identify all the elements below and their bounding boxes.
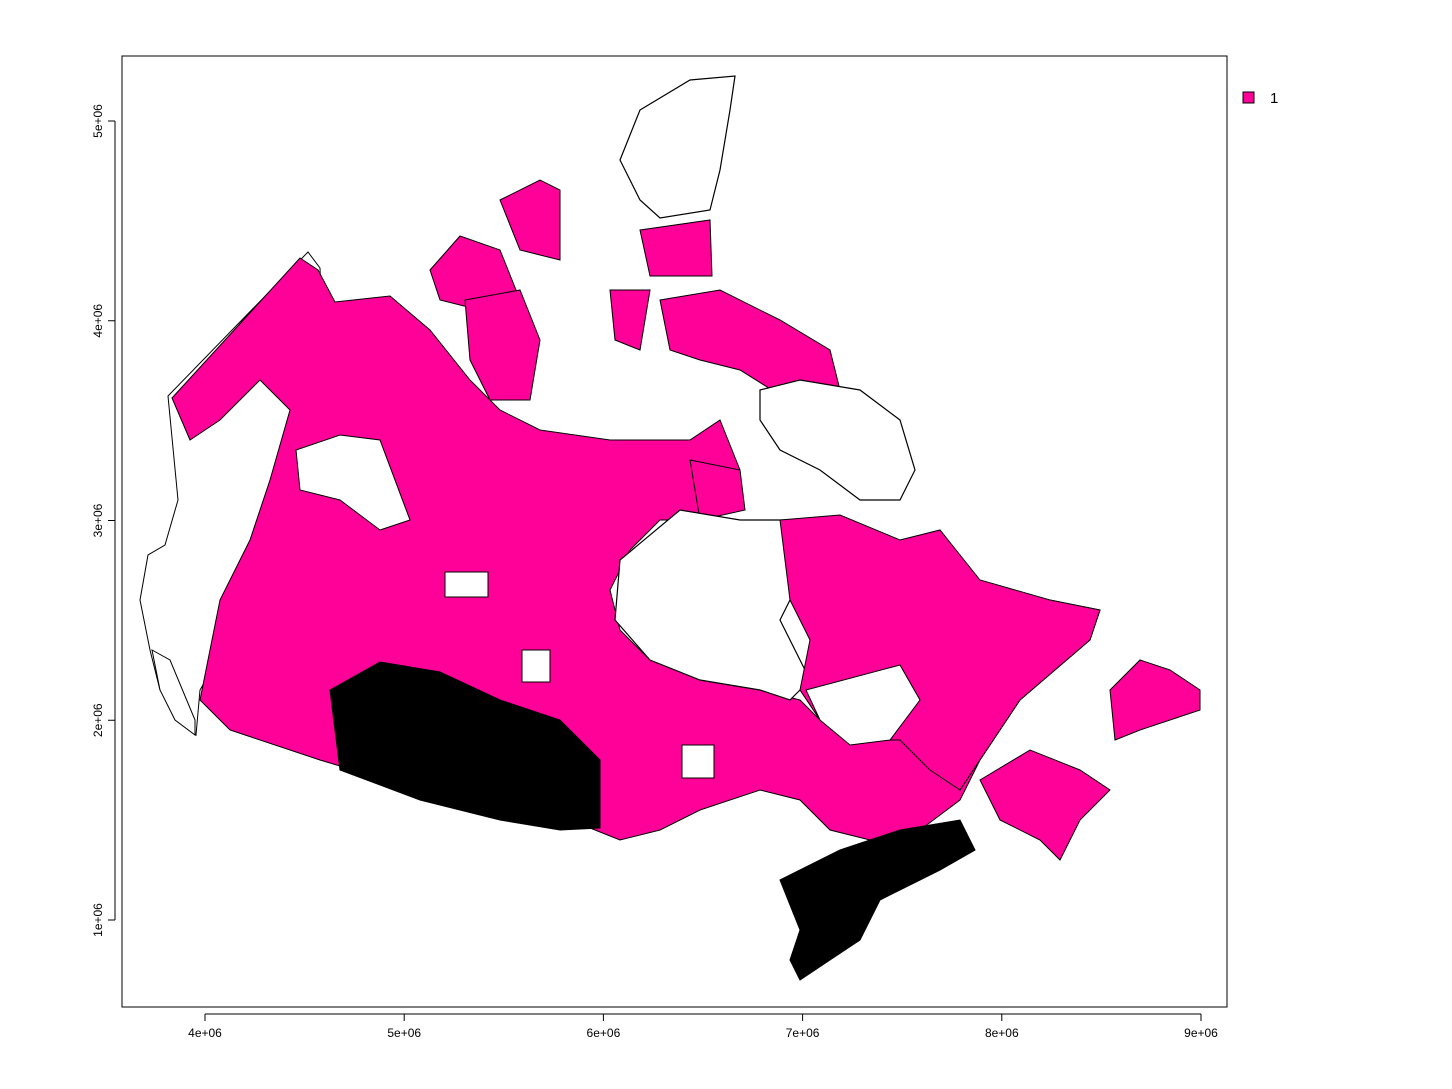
legend-label: 1 bbox=[1270, 90, 1278, 107]
region-white-box-3 bbox=[521, 649, 551, 683]
region-white-box-2 bbox=[681, 744, 715, 779]
x-axis: 4e+06 5e+06 6e+06 7e+06 8e+06 9e+06 bbox=[188, 1013, 1218, 1040]
x-tick-label: 8e+06 bbox=[985, 1026, 1019, 1040]
y-tick-label: 1e+06 bbox=[91, 903, 105, 937]
region-vancouver-island bbox=[151, 649, 196, 736]
region-quebec-white bbox=[805, 664, 921, 746]
x-tick-label: 6e+06 bbox=[587, 1026, 621, 1040]
region-ellesmere bbox=[619, 75, 736, 219]
region-ontario-south bbox=[779, 819, 976, 981]
y-tick-label: 3e+06 bbox=[91, 503, 105, 537]
x-tick-label: 4e+06 bbox=[188, 1026, 222, 1040]
region-arctic-2 bbox=[464, 289, 541, 401]
y-tick-label: 2e+06 bbox=[91, 703, 105, 737]
region-arctic-5 bbox=[499, 179, 561, 261]
plot-frame bbox=[121, 55, 1228, 1008]
y-axis: 1e+06 2e+06 3e+06 4e+06 5e+06 bbox=[91, 104, 116, 937]
region-newfoundland bbox=[1109, 659, 1201, 741]
x-tick-label: 7e+06 bbox=[786, 1026, 820, 1040]
region-dense-south bbox=[329, 661, 601, 831]
map-area bbox=[139, 75, 1201, 981]
x-tick-label: 9e+06 bbox=[1184, 1026, 1218, 1040]
y-tick-label: 5e+06 bbox=[91, 104, 105, 138]
region-arctic-6 bbox=[609, 289, 651, 351]
region-baffin bbox=[759, 379, 916, 501]
region-arctic-4 bbox=[659, 289, 841, 396]
region-white-box-1 bbox=[444, 571, 489, 598]
legend-swatch bbox=[1242, 91, 1255, 104]
region-arctic-3 bbox=[639, 219, 713, 277]
y-tick-label: 4e+06 bbox=[91, 304, 105, 338]
region-arctic-7 bbox=[689, 459, 746, 521]
region-maritimes bbox=[979, 749, 1111, 861]
legend: 1 bbox=[1242, 90, 1278, 107]
x-tick-label: 5e+06 bbox=[387, 1026, 421, 1040]
region-nwt-white bbox=[295, 434, 411, 531]
